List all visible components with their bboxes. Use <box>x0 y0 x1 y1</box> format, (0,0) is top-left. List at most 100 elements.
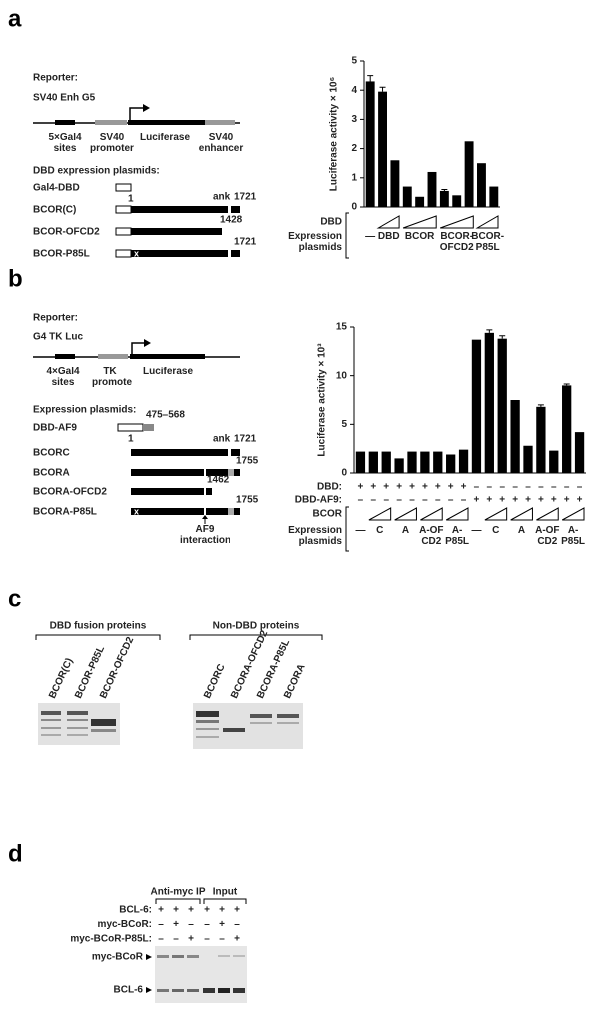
category-label: — <box>355 526 366 536</box>
triangle <box>394 507 417 521</box>
plasmid-name: BCORC <box>33 448 70 459</box>
bar <box>368 451 378 473</box>
fo: DBD <box>378 232 400 242</box>
gel <box>146 946 247 1003</box>
heading: Reporter: <box>33 313 78 324</box>
sign: – <box>435 495 441 506</box>
sign: + <box>396 482 402 493</box>
fo: AF9 interaction <box>180 525 230 545</box>
category-label: BCOR-P85L <box>471 232 504 253</box>
y-tick-label: 3 <box>351 114 357 125</box>
element-label: Luciferase <box>139 133 191 143</box>
error-bar <box>441 188 448 191</box>
bracket <box>155 898 201 904</box>
plasmid-name: BCOR-P85L <box>33 249 90 260</box>
triangle <box>420 507 443 521</box>
triangle <box>376 215 400 229</box>
sign: – <box>371 495 377 506</box>
fo: Luciferase <box>143 367 193 377</box>
y-tick-label: 0 <box>341 468 347 479</box>
sign: + <box>370 482 376 493</box>
bar <box>390 160 400 207</box>
sign: – <box>204 934 210 945</box>
sign: + <box>383 482 389 493</box>
fo: 5×Gal4 sites <box>48 133 81 153</box>
bar <box>477 163 486 207</box>
construct <box>115 205 240 214</box>
bar <box>523 445 533 473</box>
sign: – <box>551 482 557 493</box>
fo: A-OF CD2 <box>419 526 443 546</box>
category-axis-label: Expression plasmids <box>288 232 342 253</box>
row-label: DBD-AF9: <box>295 495 342 506</box>
y-tick-label: 1 <box>351 172 357 183</box>
residue: 1721 <box>234 237 257 248</box>
construct <box>117 423 154 432</box>
residue: 1721 <box>234 192 257 203</box>
construct <box>115 227 222 236</box>
triangle <box>402 215 437 229</box>
bar <box>355 451 366 473</box>
reporter-name: G4 TK Luc <box>33 332 83 343</box>
row-label: BCOR <box>313 509 343 520</box>
sign: – <box>358 495 364 506</box>
bar <box>439 190 449 207</box>
bar <box>402 186 412 207</box>
sign: + <box>158 905 164 916</box>
sign: + <box>422 482 428 493</box>
sign: – <box>487 482 493 493</box>
lane-label: BCORA <box>282 662 307 700</box>
sign: + <box>173 919 179 930</box>
sign: – <box>409 495 415 506</box>
y-axis-label: Luciferase activity × 10³ <box>317 343 328 457</box>
residue: 1755 <box>236 495 259 506</box>
fo: A-P85L <box>561 526 586 547</box>
error-bar <box>537 404 544 407</box>
fo: — <box>365 232 376 242</box>
bar <box>433 451 443 473</box>
bar <box>536 406 546 473</box>
category-label: — <box>365 232 376 242</box>
category-label: C <box>376 526 384 536</box>
element-label: SV40 promoter <box>90 133 134 154</box>
plasmid-name: Gal4-DBD <box>33 183 80 194</box>
construct <box>131 488 212 495</box>
sign: + <box>173 905 179 916</box>
category-label: A-P85L <box>561 526 586 547</box>
sign: + <box>219 919 225 930</box>
category-label: BCOR <box>404 232 435 242</box>
bar <box>484 332 494 473</box>
category-axis-label: Expression plasmids <box>288 526 342 547</box>
fo: C <box>492 526 499 536</box>
sign: + <box>435 482 441 493</box>
residue: 1 <box>128 434 134 445</box>
panel-letter: a <box>8 5 22 32</box>
column-header: Anti-myc IP <box>150 887 205 898</box>
bar <box>458 449 469 473</box>
triangle <box>484 507 508 521</box>
sign: + <box>234 905 240 916</box>
panel-letter: b <box>8 265 23 292</box>
sign: + <box>358 482 364 493</box>
y-tick-label: 10 <box>336 370 348 381</box>
fo: — <box>355 526 366 536</box>
fo: — <box>471 526 481 536</box>
plasmid-name: DBD-AF9 <box>33 423 77 434</box>
fo: 4×Gal4 sites <box>46 367 79 387</box>
sign: + <box>564 495 570 506</box>
triangle <box>475 215 499 229</box>
panel-letter: d <box>8 840 23 867</box>
element-label: SV40 enhancer <box>198 133 244 154</box>
heading: DBD expression plasmids: <box>33 166 160 177</box>
category-label: BCOR-OFCD2 <box>439 232 474 253</box>
fo: Expression plasmids <box>288 526 342 547</box>
triangle <box>536 507 559 521</box>
sign: – <box>499 482 505 493</box>
group-title: DBD fusion proteins <box>50 621 147 632</box>
sign: – <box>158 919 164 930</box>
bar <box>446 454 456 473</box>
bar <box>452 195 462 207</box>
residue: 1462 <box>207 475 230 486</box>
